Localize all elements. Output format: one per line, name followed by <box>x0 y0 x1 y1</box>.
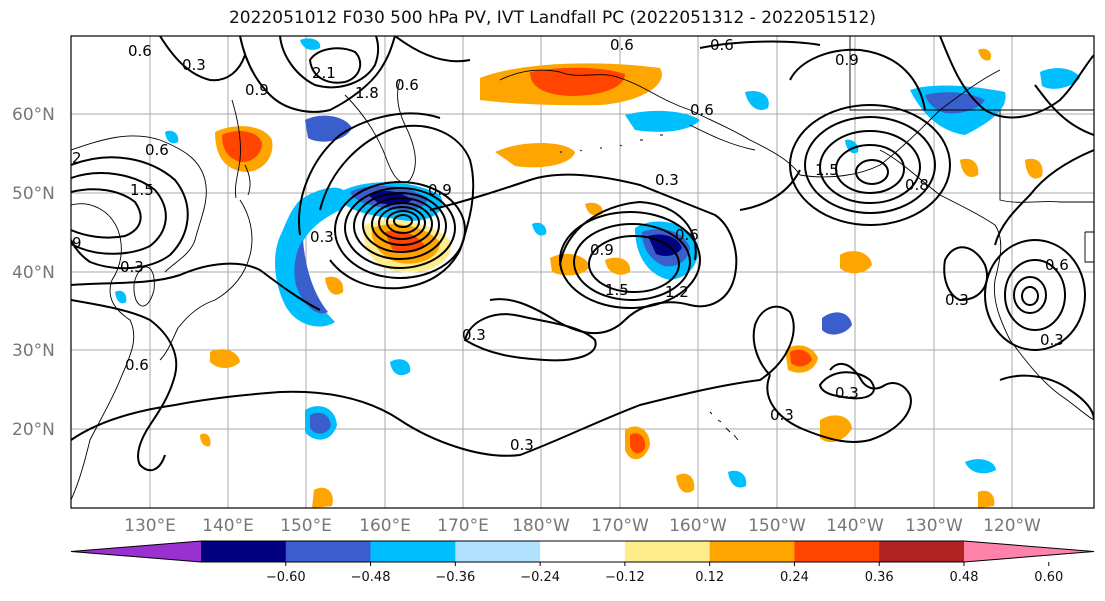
contour-label: 9 <box>72 234 82 252</box>
colorbar-segment <box>370 541 456 562</box>
contour-label: 0.6 <box>128 42 152 60</box>
pv-contours <box>71 36 1094 472</box>
negative-anomaly-japan <box>274 187 347 327</box>
contour-label: 0.9 <box>590 241 614 259</box>
contour-label: 1.5 <box>815 161 839 179</box>
contour-label: 0.6 <box>690 101 714 119</box>
contour-label: 0.3 <box>510 436 534 454</box>
map-title: 2022051012 F030 500 hPa PV, IVT Landfall… <box>228 8 876 28</box>
colorbar-segment <box>879 541 965 562</box>
contour-label: 0.3 <box>770 406 794 424</box>
lon-label: 130°E <box>124 516 176 536</box>
contour-label: 0.6 <box>675 226 699 244</box>
lat-label: 30°N <box>12 341 55 361</box>
lat-label: 20°N <box>12 420 55 440</box>
colorbar-segment <box>285 541 372 562</box>
colorbar-segment <box>794 541 880 562</box>
contour-label: 1.5 <box>130 181 154 199</box>
contour-label: 0.9 <box>835 51 859 69</box>
lon-label: 170°E <box>437 516 489 536</box>
colorbar-tick-label: 0.12 <box>695 570 724 585</box>
map-content: 0.6 0.3 0.9 2.1 1.8 0.6 0.6 0.9 2 0.6 1.… <box>71 36 1094 508</box>
contour-label: 0.6 <box>145 141 169 159</box>
contour-label: 0.6 <box>710 36 734 54</box>
lon-label: 140°W <box>826 516 884 536</box>
contour-label: 0.3 <box>1040 331 1064 349</box>
colorbar-extend-max <box>964 541 1094 562</box>
contour-label: 0.9 <box>245 81 269 99</box>
contour-label: 2 <box>72 149 82 167</box>
lat-label: 60°N <box>12 105 55 125</box>
colorbar-segment <box>709 541 795 562</box>
lon-label: 140°E <box>202 516 254 536</box>
colorbar-tick-label: −0.48 <box>351 570 391 585</box>
contour-label: 0.3 <box>310 228 334 246</box>
lat-label: 50°N <box>12 184 55 204</box>
lat-label: 40°N <box>12 263 55 283</box>
colorbar-segment <box>540 541 626 562</box>
lon-label: 150°E <box>280 516 332 536</box>
lon-label: 130°W <box>905 516 963 536</box>
colorbar-tick-label: 0.36 <box>865 570 894 585</box>
contour-label: 0.6 <box>395 76 419 94</box>
colorbar-tick-label: −0.60 <box>266 570 306 585</box>
colorbar-segment <box>455 541 541 562</box>
contour-label: 0.9 <box>428 181 452 199</box>
contour-label: 0.3 <box>182 56 206 74</box>
contour-label: 0.3 <box>120 258 144 276</box>
contour-label: 1.5 <box>605 281 629 299</box>
colorbar-tick-label: 0.60 <box>1034 570 1063 585</box>
lon-label: 120°W <box>983 516 1041 536</box>
colorbar-segment <box>201 541 287 562</box>
longitude-labels: 130°E 140°E 150°E 160°E 170°E 180°W 170°… <box>124 516 1041 536</box>
colorbar-segment <box>624 541 711 562</box>
colorbar-outline <box>70 540 1095 563</box>
contour-label: 0.8 <box>905 176 929 194</box>
lon-label: 160°E <box>359 516 411 536</box>
colorbar-tick-label: −0.24 <box>520 570 560 585</box>
contour-label: 0.3 <box>835 384 859 402</box>
contour-label: 0.3 <box>945 291 969 309</box>
contour-label: 1.2 <box>665 283 689 301</box>
colorbar-tick-label: 0.24 <box>780 570 809 585</box>
colorbar-tick-label: −0.12 <box>605 570 645 585</box>
lon-label: 180°W <box>512 516 570 536</box>
colorbar-extend-min <box>71 541 201 562</box>
lon-label: 150°W <box>748 516 806 536</box>
contour-label: 1.8 <box>355 84 379 102</box>
contour-label: 2.1 <box>312 64 336 82</box>
map-frame <box>70 35 1095 509</box>
lon-label: 160°W <box>669 516 727 536</box>
contour-label: 0.6 <box>610 36 634 54</box>
colorbar-tick-label: 0.48 <box>950 570 979 585</box>
title-area: 2022051012 F030 500 hPa PV, IVT Landfall… <box>0 0 1105 34</box>
contour-label: 0.3 <box>655 171 679 189</box>
contour-label: 0.6 <box>125 356 149 374</box>
latitude-labels: 60°N 50°N 40°N 30°N 20°N <box>12 105 55 440</box>
contour-labels: 0.6 0.3 0.9 2.1 1.8 0.6 0.6 0.9 2 0.6 1.… <box>72 36 1069 454</box>
contour-label: 0.3 <box>462 326 486 344</box>
colorbar: −0.60 −0.48 −0.36 −0.24 −0.12 0.12 0.24 0.36 0.4… <box>70 540 1095 585</box>
colorbar-tick-label: −0.36 <box>435 570 475 585</box>
lon-label: 170°W <box>591 516 649 536</box>
contour-label: 0.6 <box>1045 256 1069 274</box>
